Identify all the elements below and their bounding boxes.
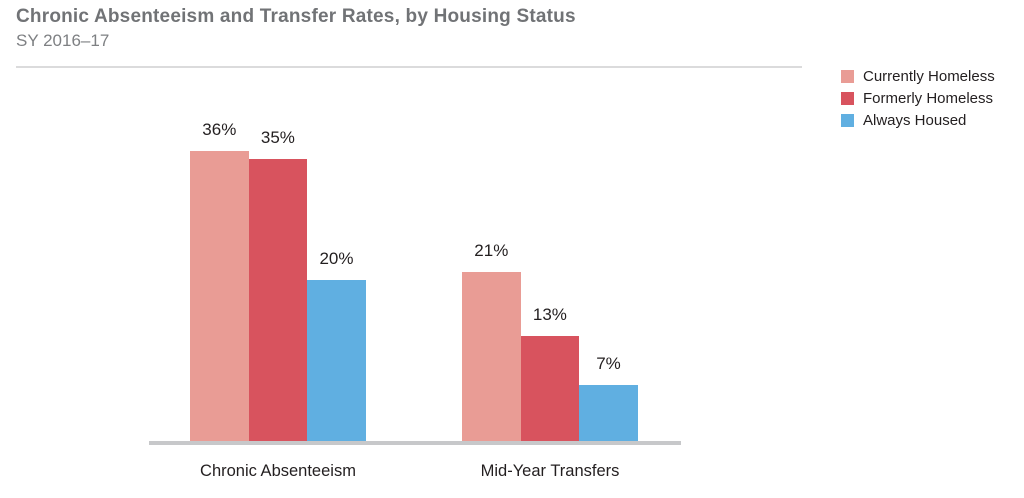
- bar-value-label: 13%: [532, 305, 567, 325]
- bar-rect: [190, 151, 249, 441]
- bar-formerly-homeless-mid-year-transfers: 13%: [520, 305, 580, 441]
- bar-value-label: 36%: [202, 120, 237, 140]
- bar-value-label: 7%: [596, 353, 621, 373]
- legend: Currently Homeless Formerly Homeless Alw…: [841, 66, 995, 132]
- header-divider: [16, 66, 802, 68]
- bar-currently-homeless-mid-year-transfers: 21%: [462, 241, 521, 441]
- x-axis-line: [149, 441, 681, 445]
- legend-label-formerly-homeless: Formerly Homeless: [863, 90, 994, 107]
- legend-swatch-formerly-homeless-icon: [841, 92, 854, 105]
- bar-group-mid-year-transfers: 21% 13% 7%: [462, 241, 638, 441]
- legend-label-always-housed: Always Housed: [863, 112, 967, 129]
- bar-rect: [248, 159, 308, 441]
- bar-value-label: 20%: [319, 249, 354, 268]
- category-label-chronic-absenteeism: Chronic Absenteeism: [200, 462, 356, 480]
- legend-item-currently-homeless: Currently Homeless: [841, 66, 995, 87]
- bar-rect: [520, 336, 580, 441]
- legend-swatch-currently-homeless-icon: [841, 70, 854, 83]
- legend-swatch-always-housed-icon: [841, 114, 854, 127]
- bar-always-housed-chronic-absenteeism: 20%: [307, 249, 366, 441]
- bar-value-label: 35%: [260, 128, 295, 148]
- bar-currently-homeless-chronic-absenteeism: 36%: [190, 120, 249, 441]
- bar-value-label: 21%: [474, 240, 509, 260]
- bar-formerly-homeless-chronic-absenteeism: 35%: [248, 128, 308, 441]
- chart-title: Chronic Absenteeism and Transfer Rates, …: [16, 6, 576, 27]
- bar-rect: [462, 271, 521, 441]
- chart-subtitle: SY 2016–17: [16, 31, 110, 50]
- bar-rect: [307, 280, 366, 441]
- bar-always-housed-mid-year-transfers: 7%: [579, 354, 638, 441]
- bar-group-chronic-absenteeism: 36% 35% 20%: [190, 120, 366, 441]
- legend-label-currently-homeless: Currently Homeless: [863, 68, 995, 85]
- legend-item-always-housed: Always Housed: [841, 110, 995, 131]
- bar-rect: [579, 384, 638, 441]
- legend-item-formerly-homeless: Formerly Homeless: [841, 88, 995, 109]
- category-label-mid-year-transfers: Mid-Year Transfers: [480, 462, 620, 480]
